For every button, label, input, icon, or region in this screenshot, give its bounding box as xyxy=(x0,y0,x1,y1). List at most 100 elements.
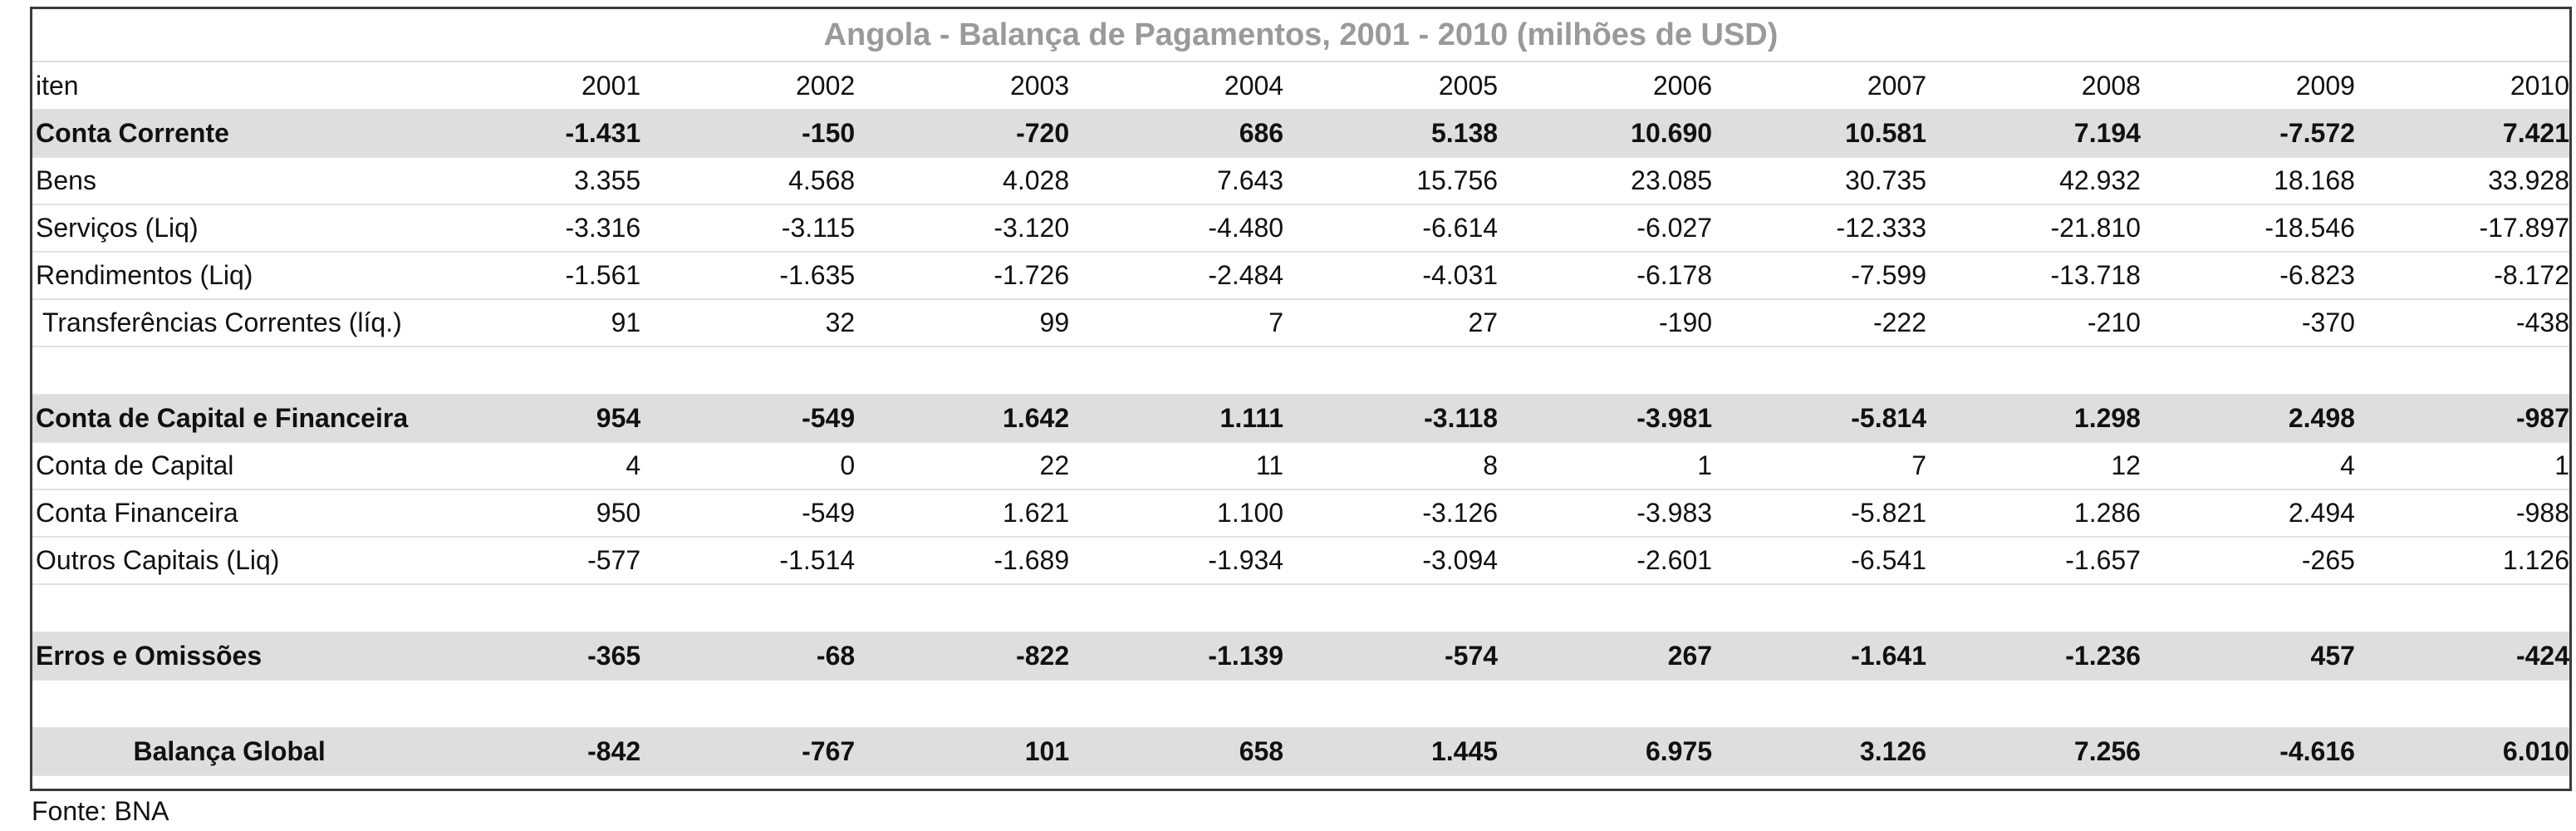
row-label: Conta de Capital xyxy=(32,442,427,490)
table-cell: 1 xyxy=(1498,442,1713,490)
table-cell: 99 xyxy=(855,299,1070,347)
table-cell: 2.494 xyxy=(2140,489,2355,538)
table-cell: -822 xyxy=(855,632,1070,681)
table-cell: -3.316 xyxy=(426,204,641,253)
table-cell: 7.194 xyxy=(1926,110,2141,158)
table-cell: -8.172 xyxy=(2354,252,2569,300)
table-cell: 4.568 xyxy=(640,157,856,205)
table-cell: -68 xyxy=(640,632,856,681)
table-cell: -1.934 xyxy=(1069,537,1284,585)
table-cell: 10.581 xyxy=(1712,110,1926,158)
table-cell: -1.689 xyxy=(855,537,1070,585)
header-year: 2002 xyxy=(640,62,856,111)
header-row: iten 2001 2002 2003 2004 2005 2006 2007 … xyxy=(32,62,2569,111)
table-row: Outros Capitais (Liq) -577 -1.514 -1.689… xyxy=(32,537,2569,585)
table-cell: 950 xyxy=(426,489,641,538)
table-cell: 0 xyxy=(640,442,856,490)
table-cell: 8 xyxy=(1283,442,1499,490)
table-cell: -370 xyxy=(2140,299,2355,347)
table-cell: -7.572 xyxy=(2140,110,2355,158)
table-cell: -842 xyxy=(426,728,641,776)
table-cell: -549 xyxy=(640,489,856,538)
table-cell: -3.983 xyxy=(1498,489,1713,538)
table-cell: 1.298 xyxy=(1926,395,2141,443)
table-cell: 18.168 xyxy=(2140,157,2355,205)
table-cell: -1.561 xyxy=(426,252,641,300)
table-cell: 1 xyxy=(2354,442,2569,490)
table-row: Erros e Omissões -365 -68 -822 -1.139 -5… xyxy=(32,632,2569,681)
table-cell: 1.642 xyxy=(855,395,1070,443)
table-cell: -1.236 xyxy=(1926,632,2141,681)
table-cell: 7.421 xyxy=(2354,110,2569,158)
row-label: Bens xyxy=(32,157,427,205)
table-cell: 7.256 xyxy=(1926,728,2141,776)
table-cell: -2.601 xyxy=(1498,537,1713,585)
table-cell: 954 xyxy=(426,395,641,443)
row-label: Conta Corrente xyxy=(32,110,427,158)
row-label: Outros Capitais (Liq) xyxy=(32,537,427,585)
table-cell: 33.928 xyxy=(2354,157,2569,205)
table-cell: -7.599 xyxy=(1712,252,1926,300)
table-cell: 1.445 xyxy=(1283,728,1499,776)
table-cell: 3.355 xyxy=(426,157,641,205)
table-cell: -4.480 xyxy=(1069,204,1284,253)
table-cell: -767 xyxy=(640,728,856,776)
table-cell: -1.726 xyxy=(855,252,1070,300)
row-label: Conta de Capital e Financeira xyxy=(32,395,427,443)
table-frame: Angola - Balança de Pagamentos, 2001 - 2… xyxy=(30,7,2572,791)
table-cell: -988 xyxy=(2354,489,2569,538)
table-cell: -1.514 xyxy=(640,537,856,585)
table-cell: 7 xyxy=(1712,442,1926,490)
row-label: Serviços (Liq) xyxy=(32,204,427,253)
table-cell: 1.621 xyxy=(855,489,1070,538)
table-cell: 686 xyxy=(1069,110,1284,158)
table-cell: -5.821 xyxy=(1712,489,1926,538)
table-cell: 4.028 xyxy=(855,157,1070,205)
table-cell: 6.975 xyxy=(1498,728,1713,776)
header-year: 2010 xyxy=(2354,62,2569,111)
table-cell: 30.735 xyxy=(1712,157,1926,205)
table-cell: -150 xyxy=(640,110,856,158)
table-title: Angola - Balança de Pagamentos, 2001 - 2… xyxy=(823,17,1779,52)
table-cell: -3.126 xyxy=(1283,489,1499,538)
header-year: 2005 xyxy=(1283,62,1499,111)
table-cell: -4.616 xyxy=(2140,728,2355,776)
table-cell: -574 xyxy=(1283,632,1499,681)
header-year: 2001 xyxy=(426,62,641,111)
table-cell: -1.139 xyxy=(1069,632,1284,681)
table-cell: 1.100 xyxy=(1069,489,1284,538)
table-cell: -6.541 xyxy=(1712,537,1926,585)
table-cell: 15.756 xyxy=(1283,157,1499,205)
table-cell: -6.614 xyxy=(1283,204,1499,253)
table-cell: 658 xyxy=(1069,728,1284,776)
table-cell: 7.643 xyxy=(1069,157,1284,205)
table-cell: 23.085 xyxy=(1498,157,1713,205)
table-cell: 3.126 xyxy=(1712,728,1926,776)
table-cell: -3.094 xyxy=(1283,537,1499,585)
table-cell: -12.333 xyxy=(1712,204,1926,253)
table-row: Rendimentos (Liq) -1.561 -1.635 -1.726 -… xyxy=(32,252,2569,300)
table-row: Serviços (Liq) -3.316 -3.115 -3.120 -4.4… xyxy=(32,204,2569,253)
table-cell: 4 xyxy=(426,442,641,490)
header-label: iten xyxy=(32,62,427,111)
table-cell: -424 xyxy=(2354,632,2569,681)
table-cell: 4 xyxy=(2140,442,2355,490)
table-cell: -4.031 xyxy=(1283,252,1499,300)
table-row: Transferências Correntes (líq.) 91 32 99… xyxy=(32,299,2569,347)
table-cell: -1.431 xyxy=(426,110,641,158)
table-cell: 12 xyxy=(1926,442,2141,490)
table-cell: -3.981 xyxy=(1498,395,1713,443)
table-cell: -6.027 xyxy=(1498,204,1713,253)
table-cell: -21.810 xyxy=(1926,204,2141,253)
table-cell: 7 xyxy=(1069,299,1284,347)
table-cell: 1.111 xyxy=(1069,395,1284,443)
table-cell: -438 xyxy=(2354,299,2569,347)
table-cell: 6.010 xyxy=(2354,728,2569,776)
table-cell: -365 xyxy=(426,632,641,681)
row-label: Balança Global xyxy=(32,728,427,776)
row-label: Conta Financeira xyxy=(32,489,427,538)
table-cell: -577 xyxy=(426,537,641,585)
table-cell: 1.286 xyxy=(1926,489,2141,538)
table-cell: -222 xyxy=(1712,299,1926,347)
table-row: Balança Global -842 -767 101 658 1.445 6… xyxy=(32,728,2569,776)
